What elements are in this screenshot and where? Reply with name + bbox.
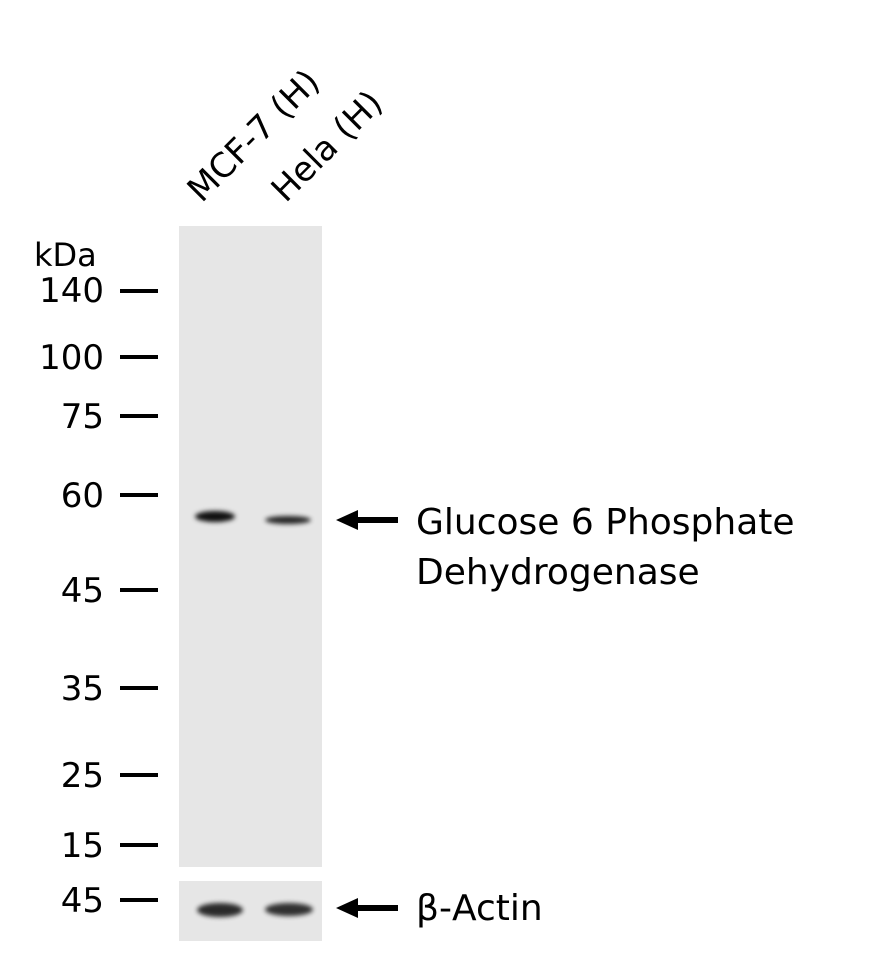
band-hela-actin xyxy=(265,903,313,916)
marker-75: 75 xyxy=(60,397,104,437)
marker-tick xyxy=(120,843,158,847)
control-label: β-Actin xyxy=(416,888,543,929)
marker-tick xyxy=(120,898,158,902)
marker-140: 140 xyxy=(39,271,104,311)
marker-15: 15 xyxy=(60,826,104,866)
band-mcf7-g6pd xyxy=(195,511,235,522)
target-label-line2: Dehydrogenase xyxy=(416,552,700,593)
unit-label: kDa xyxy=(34,236,97,274)
marker-60: 60 xyxy=(60,476,104,516)
marker-tick xyxy=(120,493,158,497)
marker-tick xyxy=(120,588,158,592)
marker-25: 25 xyxy=(60,756,104,796)
marker-45-actin: 45 xyxy=(60,881,104,921)
marker-tick xyxy=(120,289,158,293)
main-blot xyxy=(179,226,322,867)
arrow-left-icon xyxy=(336,898,398,918)
marker-100: 100 xyxy=(39,338,104,378)
marker-35: 35 xyxy=(60,669,104,709)
arrow-left-icon xyxy=(336,510,398,530)
marker-tick xyxy=(120,686,158,690)
marker-45: 45 xyxy=(60,571,104,611)
target-label-line1: Glucose 6 Phosphate xyxy=(416,502,795,543)
band-hela-g6pd xyxy=(265,516,311,524)
marker-tick xyxy=(120,773,158,777)
marker-tick xyxy=(120,414,158,418)
actin-blot xyxy=(179,881,322,941)
band-mcf7-actin xyxy=(197,903,243,917)
marker-tick xyxy=(120,355,158,359)
